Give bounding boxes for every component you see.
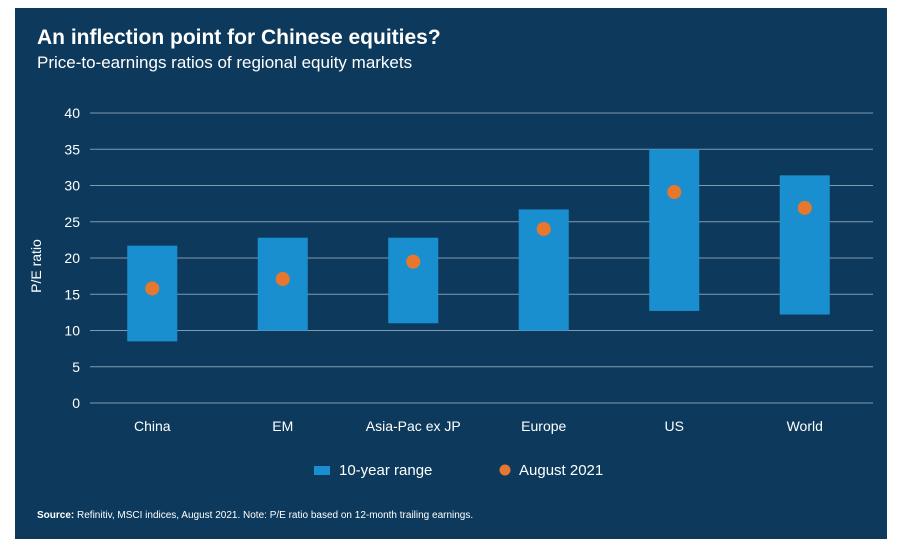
chart-title: An inflection point for Chinese equities… [37, 26, 441, 49]
legend-label-dot: August 2021 [519, 462, 603, 479]
y-tick-label-25: 25 [64, 214, 80, 230]
source-text: Refinitiv, MSCI indices, August 2021. No… [74, 510, 474, 521]
range-bars [127, 149, 830, 342]
y-tick-label-20: 20 [64, 250, 80, 266]
y-tick-label-30: 30 [64, 178, 80, 194]
y-tick-label-15: 15 [64, 286, 80, 302]
x-tick-labels: China EM Asia-Pac ex JP Europe US World [134, 418, 823, 434]
x-tick-label-5: World [787, 418, 823, 434]
x-tick-label-3: Europe [521, 418, 566, 434]
x-tick-label-4: US [665, 418, 684, 434]
dot-2 [406, 254, 421, 269]
legend: 10-year range August 2021 [314, 462, 603, 479]
legend-swatch-dot [499, 464, 511, 476]
x-tick-label-0: China [134, 418, 171, 434]
chart-subtitle: Price-to-earnings ratios of regional equ… [37, 53, 413, 72]
x-tick-label-2: Asia-Pac ex JP [366, 418, 461, 434]
y-tick-label-10: 10 [64, 323, 80, 339]
y-tick-labels: 0 5 10 15 20 25 30 35 40 [64, 105, 80, 411]
y-tick-label-35: 35 [64, 141, 80, 157]
range-bar-2 [388, 237, 439, 324]
gridlines [90, 112, 873, 404]
august-2021-dots [145, 185, 812, 296]
legend-label-range: 10-year range [339, 462, 432, 479]
dot-3 [536, 222, 551, 236]
source-note: Source: Refinitiv, MSCI indices, August … [37, 510, 473, 521]
dot-5 [797, 200, 812, 215]
range-bar-4 [649, 149, 700, 311]
legend-swatch-range [314, 466, 330, 475]
source-label: Source: [37, 510, 75, 521]
dot-4 [667, 185, 682, 200]
chart-panel: An inflection point for Chinese equities… [15, 8, 887, 539]
dot-0 [145, 281, 160, 296]
y-axis-label: P/E ratio [28, 239, 44, 293]
dot-1 [275, 272, 290, 287]
y-tick-label-0: 0 [72, 395, 80, 411]
y-tick-label-5: 5 [72, 359, 80, 375]
x-tick-label-1: EM [272, 418, 293, 434]
y-tick-label-40: 40 [64, 105, 80, 121]
range-bar-5 [779, 175, 830, 315]
pe-ratio-chart: 0 5 10 15 20 25 30 35 40 China EM Asia-Pac ex JP Eu… [28, 105, 873, 479]
